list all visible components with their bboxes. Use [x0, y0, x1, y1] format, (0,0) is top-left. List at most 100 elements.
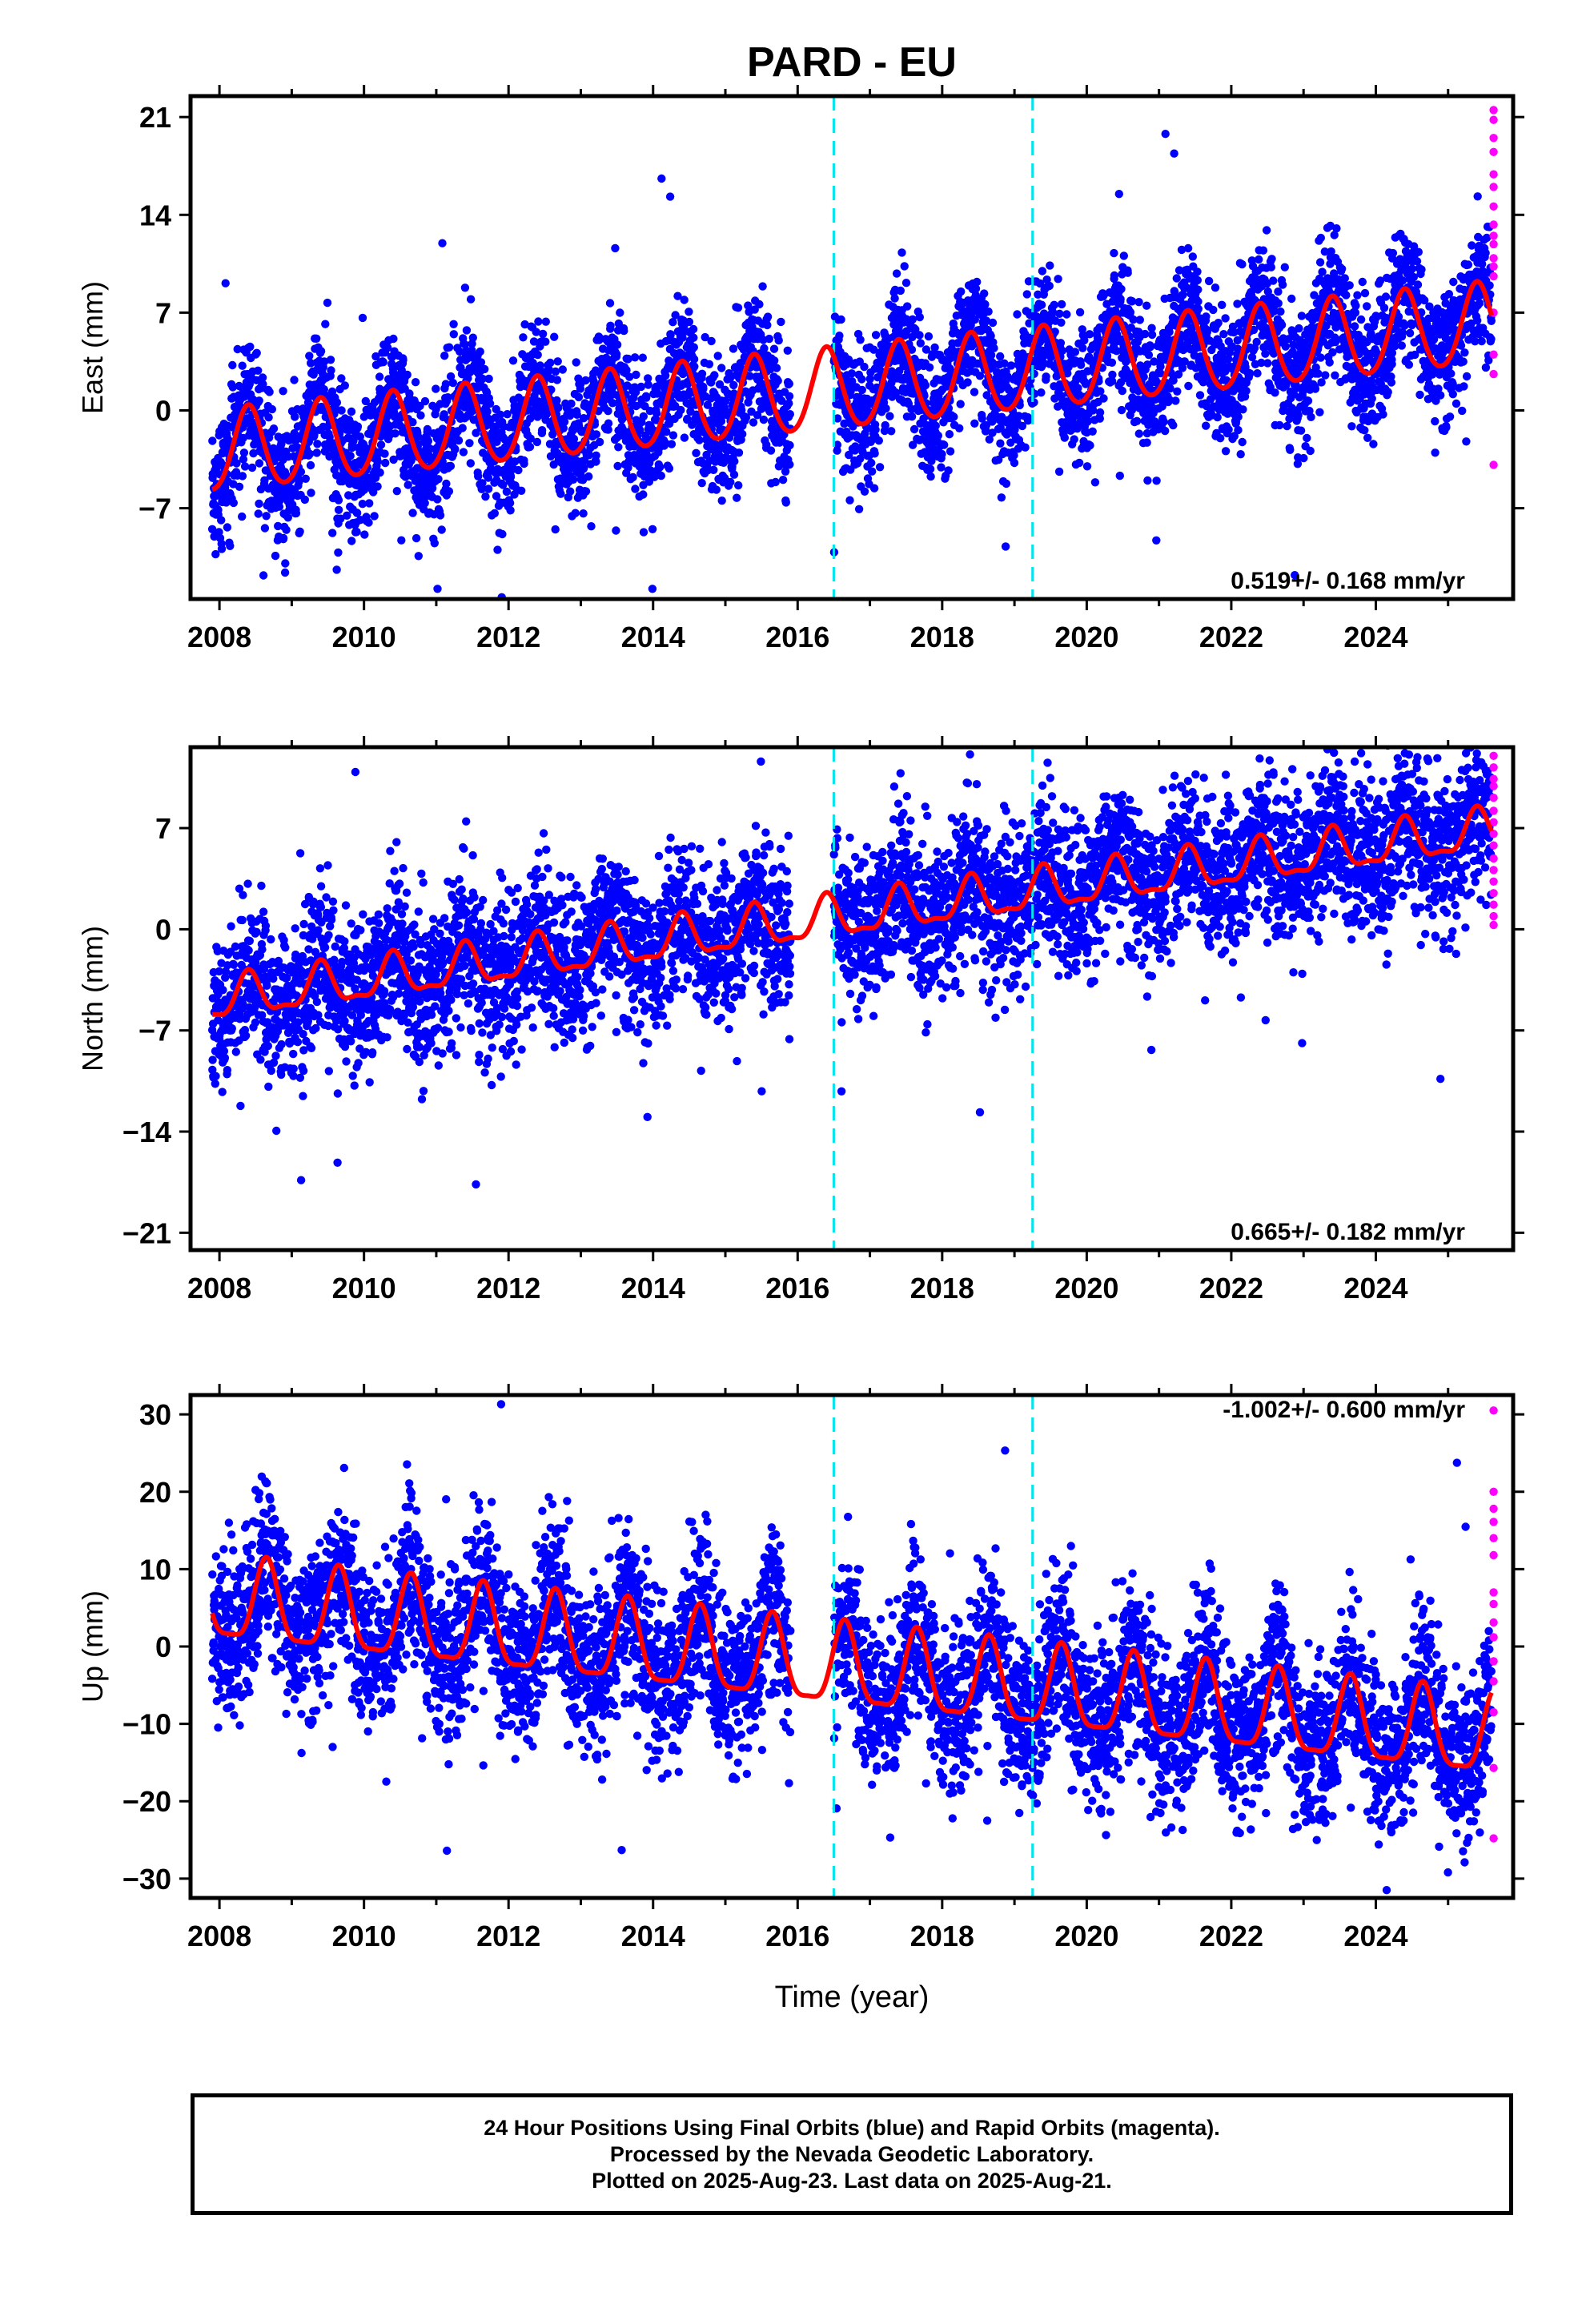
east-final-point — [1023, 416, 1033, 425]
east-final-point — [246, 342, 255, 352]
east-final-point — [454, 436, 464, 445]
east-final-point — [1211, 283, 1220, 292]
east-final-point — [290, 376, 299, 384]
east-final-point — [636, 425, 644, 435]
east-final-point — [656, 471, 665, 480]
east-final-point — [449, 320, 458, 328]
east-final-point — [1287, 294, 1296, 304]
east-final-point — [375, 372, 384, 381]
east-final-point — [379, 358, 387, 367]
east-final-point — [1096, 387, 1105, 396]
east-final-point — [420, 396, 430, 406]
east-final-point — [1045, 281, 1054, 291]
east-final-point — [1022, 290, 1032, 299]
east-final-point — [717, 364, 726, 372]
east-final-point — [312, 448, 321, 457]
east-final-point — [630, 353, 640, 362]
east-final-point — [307, 489, 315, 497]
east-final-point — [915, 331, 924, 340]
east-final-point — [1242, 386, 1251, 396]
east-final-point — [1379, 304, 1389, 312]
east-final-point — [281, 559, 290, 568]
east-final-point — [612, 340, 622, 349]
east-final-point — [620, 326, 628, 336]
east-final-point — [771, 477, 780, 487]
east-final-point — [279, 533, 288, 543]
east-final-point — [477, 485, 486, 493]
east-final-point — [325, 432, 334, 441]
east-final-point — [370, 512, 379, 521]
east-final-point — [657, 174, 666, 183]
east-final-point — [896, 286, 905, 296]
east-final-point — [269, 424, 279, 433]
east-final-point — [772, 364, 781, 372]
east-final-point — [1275, 420, 1284, 430]
east-final-point — [574, 392, 584, 402]
east-final-point — [903, 302, 912, 311]
east-final-point — [306, 460, 315, 470]
east-final-point — [1221, 314, 1230, 323]
east-final-point — [217, 516, 226, 525]
east-final-point — [391, 429, 400, 438]
east-final-point — [408, 418, 417, 427]
east-final-point — [606, 321, 615, 330]
east-final-point — [1363, 302, 1371, 311]
east-final-point — [1295, 324, 1303, 333]
east-final-point — [631, 388, 640, 396]
east-final-point — [639, 412, 648, 421]
east-final-point — [476, 358, 486, 367]
east-final-point — [1255, 255, 1263, 264]
east-final-point — [438, 239, 447, 247]
east-final-point — [1058, 346, 1067, 356]
east-final-point — [229, 498, 238, 508]
east-final-point — [468, 333, 477, 342]
east-final-point — [353, 422, 363, 431]
east-final-point — [1360, 288, 1370, 298]
east-final-point — [420, 499, 429, 508]
east-final-point — [432, 384, 440, 393]
east-final-point — [871, 425, 880, 434]
chart-title: PARD - EU — [747, 39, 957, 86]
east-final-point — [1369, 440, 1378, 448]
east-final-point — [1234, 425, 1243, 435]
east-final-point — [1203, 328, 1212, 336]
east-final-point — [1144, 351, 1154, 360]
east-final-point — [592, 451, 600, 460]
east-final-point — [505, 498, 515, 508]
east-final-point — [1108, 370, 1117, 380]
east-final-point — [763, 320, 772, 330]
east-final-point — [777, 317, 785, 327]
east-final-point — [1142, 438, 1151, 447]
east-final-point — [763, 312, 773, 321]
east-final-point — [648, 585, 657, 593]
east-final-point — [773, 376, 782, 385]
east-final-point — [260, 476, 269, 485]
east-final-point — [525, 442, 535, 452]
east-final-point — [622, 366, 631, 375]
east-final-point — [538, 329, 548, 339]
east-final-point — [710, 371, 719, 380]
east-final-point — [1147, 330, 1157, 340]
east-final-point — [301, 474, 310, 483]
east-final-point — [628, 472, 637, 482]
east-final-point — [908, 315, 917, 324]
east-final-point — [1246, 369, 1255, 378]
east-final-point — [661, 371, 670, 380]
east-final-point — [551, 367, 560, 376]
east-final-point — [1271, 388, 1279, 397]
east-final-point — [474, 472, 483, 480]
east-final-point — [644, 374, 652, 383]
east-final-point — [870, 449, 879, 458]
east-final-point — [1002, 479, 1011, 489]
east-final-point — [240, 462, 250, 471]
east-final-point — [291, 509, 301, 518]
east-final-point — [433, 495, 442, 504]
east-final-point — [1184, 381, 1193, 391]
east-final-point — [785, 410, 794, 419]
east-final-point — [1161, 130, 1170, 139]
east-final-point — [648, 525, 657, 533]
east-final-point — [729, 380, 738, 390]
east-final-point — [1296, 426, 1306, 435]
east-final-point — [462, 326, 472, 335]
east-final-point — [449, 330, 458, 339]
